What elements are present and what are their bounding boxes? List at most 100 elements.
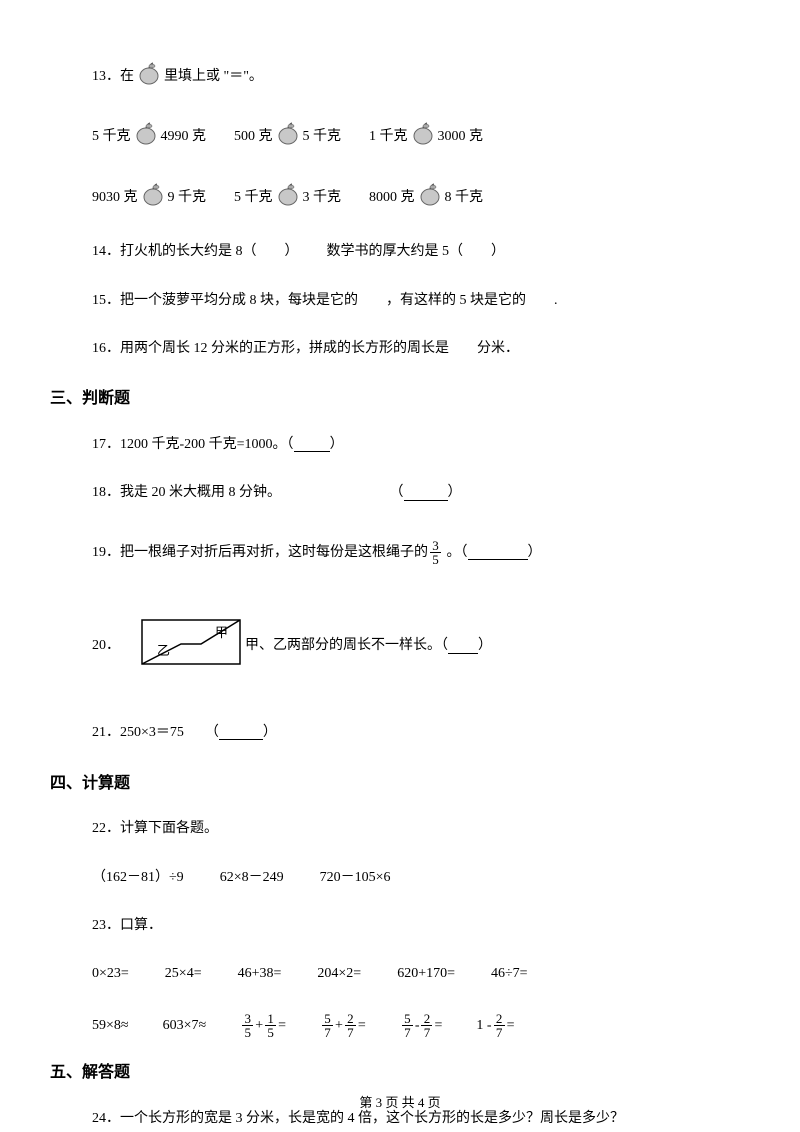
frac-den: 7: [402, 1025, 413, 1040]
blank: [219, 726, 263, 740]
q22-expr-row: （162－81）÷9 62×8－249 720－105×6: [92, 867, 750, 889]
q-num: 14: [92, 241, 106, 263]
q-num: 19: [92, 542, 106, 564]
op: -: [415, 1015, 420, 1037]
eq: =: [278, 1015, 286, 1037]
apple-icon: [275, 181, 301, 215]
fraction: 15: [265, 1012, 276, 1040]
apple-icon: [275, 120, 301, 154]
q13-row1: 5 千克4990 克 500 克5 千克 1 千克3000 克: [92, 120, 750, 154]
frac-den: 7: [494, 1025, 505, 1040]
cmp-right: 4990 克: [161, 126, 207, 148]
q-paren: ）: [330, 434, 344, 456]
frac-den: 5: [265, 1025, 276, 1040]
q-text: 甲、乙两部分的周长不一样长。（: [245, 635, 448, 657]
apple-icon: [133, 120, 159, 154]
apple-icon: [140, 181, 166, 215]
expr: 59×8≈: [92, 1015, 129, 1037]
expr: 25×4=: [165, 963, 202, 985]
cmp-left: 500 克: [234, 126, 273, 148]
page-footer: 第 3 页 共 4 页: [0, 1093, 800, 1114]
frac-num: 5: [324, 1012, 331, 1026]
rect-diagram-icon: 甲 乙: [120, 597, 241, 696]
label-a: 甲: [215, 625, 228, 640]
expr: （162－81）÷9: [92, 867, 184, 889]
frac-num: 2: [347, 1012, 354, 1026]
fraction: 35: [430, 539, 441, 567]
q19: 19．把一根绳子对折后再对折，这时每份是这根绳子的 35 。（）: [92, 539, 750, 567]
cmp-right: 8 千克: [445, 187, 484, 209]
q-paren: ）: [528, 542, 542, 564]
cmp-left: 1 千克: [369, 126, 408, 148]
section-3-heading: 三、判断题: [50, 386, 750, 412]
q18: 18．我走 20 米大概用 8 分钟。 （）: [92, 482, 750, 504]
q-text: ．1200 千克-200 千克=1000。（: [106, 434, 294, 456]
cmp-left: 5 千克: [92, 126, 131, 148]
q23-row1: 0×23= 25×4= 46+38= 204×2= 620+170= 46÷7=: [92, 963, 750, 985]
cmp-right: 3 千克: [303, 187, 342, 209]
blank: [294, 438, 330, 452]
blank: [468, 546, 528, 560]
q-text: ．把一根绳子对折后再对折，这时每份是这根绳子的: [106, 542, 428, 564]
expr-frac: 57+27=: [320, 1012, 366, 1040]
blank: [404, 487, 448, 501]
frac-num: 2: [424, 1012, 431, 1026]
expr: 62×8－249: [220, 867, 284, 889]
q-text: ．250×3＝75 （: [106, 722, 219, 744]
q14: 14．打火机的长大约是 8（ ） 数学书的厚大约是 5（ ）: [92, 241, 750, 263]
op: +: [255, 1015, 263, 1037]
q22: 22．计算下面各题。: [92, 818, 750, 840]
fraction: 57: [402, 1012, 413, 1040]
frac-num: 1: [267, 1012, 274, 1026]
cmp-right: 9 千克: [168, 187, 207, 209]
expr: 46÷7=: [491, 963, 528, 985]
apple-icon: [410, 120, 436, 154]
fraction: 27: [494, 1012, 505, 1040]
q-dot: ．: [106, 635, 120, 657]
fraction: 27: [421, 1012, 432, 1040]
q-num: 22: [92, 818, 106, 840]
frac-num: 3: [244, 1012, 251, 1026]
eq: =: [358, 1015, 366, 1037]
q-num: 21: [92, 722, 106, 744]
frac-den: 5: [430, 552, 441, 567]
expr-frac: 35+15=: [240, 1012, 286, 1040]
op: +: [335, 1015, 343, 1037]
expr: 603×7≈: [163, 1015, 207, 1037]
cmp-left: 5 千克: [234, 187, 273, 209]
frac-num: 2: [496, 1012, 503, 1026]
frac-num: 5: [404, 1012, 411, 1026]
q-text: ．打火机的长大约是 8（ ） 数学书的厚大约是 5（ ）: [106, 241, 505, 263]
frac-den: 7: [322, 1025, 333, 1040]
apple-icon: [136, 60, 162, 94]
q13-num: 13: [92, 66, 106, 88]
q-gap: （: [281, 482, 404, 504]
fraction: 35: [242, 1012, 253, 1040]
q-num: 15: [92, 290, 106, 312]
q17: 17．1200 千克-200 千克=1000。（ ）: [92, 434, 750, 456]
cmp-left: 9030 克: [92, 187, 138, 209]
q13-prefix: ．在: [106, 66, 134, 88]
eq: =: [507, 1015, 515, 1037]
q13-suffix: 里填上或 "＝"。: [164, 66, 263, 88]
q-text: ．用两个周长 12 分米的正方形，拼成的长方形的周长是 分米．: [106, 338, 519, 360]
q-num: 17: [92, 434, 106, 456]
q13-row2: 9030 克 9 千克 5 千克 3 千克 8000 克 8 千克: [92, 181, 750, 215]
q13-line: 13 ．在 里填上或 "＝"。: [92, 60, 750, 94]
q16: 16．用两个周长 12 分米的正方形，拼成的长方形的周长是 分米．: [92, 338, 750, 360]
cmp-left: 8000 克: [369, 187, 415, 209]
eq: =: [434, 1015, 442, 1037]
q23-row2: 59×8≈ 603×7≈ 35+15= 57+27= 57-27= 1 - 27…: [92, 1012, 750, 1040]
apple-icon: [417, 181, 443, 215]
q-paren: ）: [478, 635, 492, 657]
frac-den: 7: [421, 1025, 432, 1040]
section-4-heading: 四、计算题: [50, 771, 750, 797]
q-paren: ）: [263, 722, 277, 744]
q20: 20． 甲 乙 甲、乙两部分的周长不一样长。（）: [92, 597, 750, 696]
expr: 46+38=: [238, 963, 282, 985]
section-5-heading: 五、解答题: [50, 1060, 750, 1086]
q-text: ．口算．: [106, 915, 162, 937]
q-num: 16: [92, 338, 106, 360]
cmp-right: 5 千克: [303, 126, 342, 148]
q-num: 23: [92, 915, 106, 937]
